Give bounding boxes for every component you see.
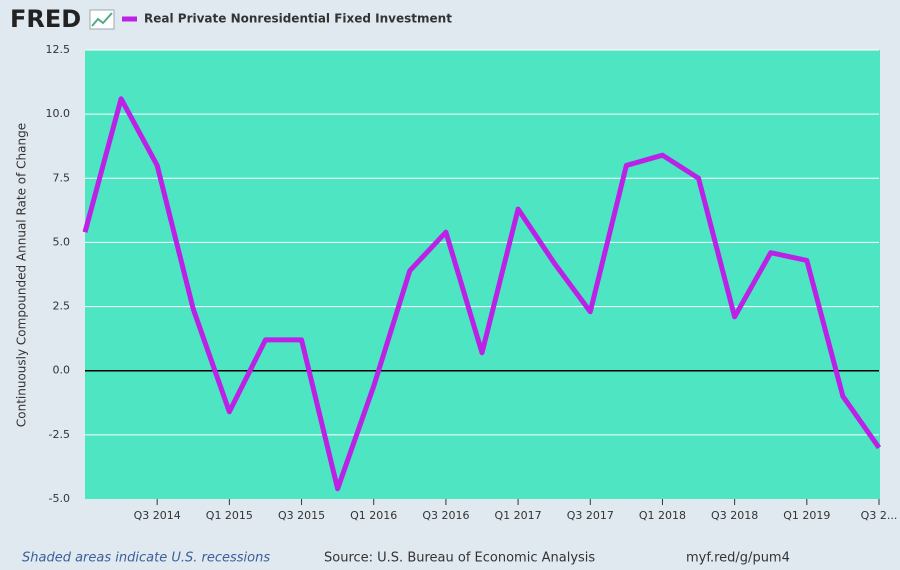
y-tick-label: 12.5 bbox=[46, 43, 71, 56]
y-tick-label: -2.5 bbox=[49, 428, 70, 441]
y-tick-label: 5.0 bbox=[53, 235, 71, 248]
logo-icon bbox=[89, 9, 115, 30]
y-tick-label: 10.0 bbox=[46, 107, 71, 120]
plot-area bbox=[85, 50, 880, 499]
x-tick-label: Q3 2016 bbox=[422, 509, 469, 522]
x-tick-label: Q3 2017 bbox=[567, 509, 614, 522]
recession-note[interactable]: Shaded areas indicate U.S. recessions bbox=[22, 551, 270, 566]
y-tick-label: 2.5 bbox=[53, 300, 71, 313]
legend-label: Real Private Nonresidential Fixed Invest… bbox=[144, 12, 452, 26]
x-tick-label: Q1 2019 bbox=[783, 509, 830, 522]
source: Source: U.S. Bureau of Economic Analysis bbox=[324, 551, 595, 566]
x-tick-label: Q1 2018 bbox=[639, 509, 686, 522]
x-tick-label: Q3 2018 bbox=[711, 509, 758, 522]
x-tick-label: Q1 2017 bbox=[495, 509, 542, 522]
y-axis-label: Continuously Compounded Annual Rate of C… bbox=[15, 123, 29, 427]
x-tick-label: Q3 2015 bbox=[278, 509, 325, 522]
x-tick-label: Q1 2015 bbox=[206, 509, 253, 522]
x-tick-label: Q3 2014 bbox=[134, 509, 181, 522]
logo: FRED bbox=[10, 5, 81, 33]
x-tick-label: Q3 2... bbox=[861, 509, 898, 522]
y-tick-label: 0.0 bbox=[53, 364, 71, 377]
y-tick-label: 7.5 bbox=[53, 171, 71, 184]
short-link[interactable]: myf.red/g/pum4 bbox=[686, 551, 790, 566]
x-tick-label: Q1 2016 bbox=[350, 509, 397, 522]
y-tick-label: -5.0 bbox=[49, 492, 70, 505]
series-line bbox=[82, 96, 882, 492]
